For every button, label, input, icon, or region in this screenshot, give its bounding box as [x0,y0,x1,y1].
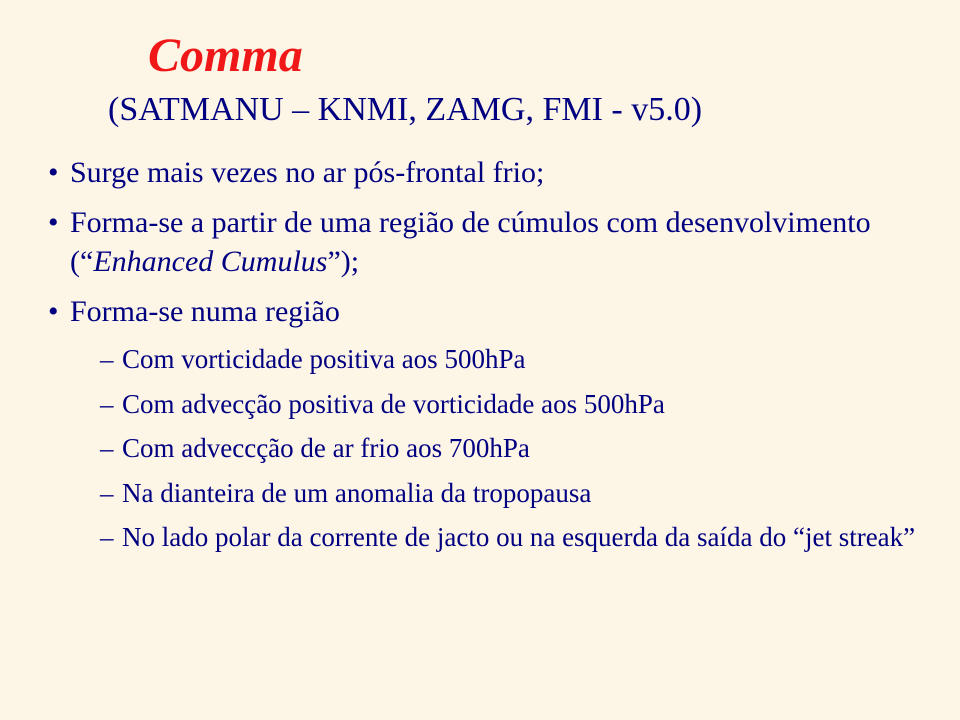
bullet-text-italic: Enhanced Cumulus [93,245,327,278]
sub-bullet-item: Com advecção positiva de vorticidade aos… [100,386,920,422]
slide-title: Comma [148,28,920,83]
sub-bullet-item: Na dianteira de um anomalia da tropopaus… [100,475,920,511]
slide-subtitle: (SATMANU – KNMI, ZAMG, FMI - v5.0) [108,91,920,129]
bullet-list: Surge mais vezes no ar pós-frontal frio;… [48,153,920,556]
sub-bullet-list: Com vorticidade positiva aos 500hPa Com … [70,341,920,555]
bullet-text: Surge mais vezes no ar pós-frontal frio; [70,156,544,189]
bullet-text-suffix: ”); [327,245,359,278]
bullet-item: Forma-se numa região Com vorticidade pos… [48,292,920,556]
sub-bullet-item: Com vorticidade positiva aos 500hPa [100,341,920,377]
bullet-text: Forma-se numa região [70,295,340,328]
bullet-item: Forma-se a partir de uma região de cúmul… [48,203,920,282]
sub-bullet-item: No lado polar da corrente de jacto ou na… [100,519,920,555]
sub-bullet-item: Com adveccção de ar frio aos 700hPa [100,430,920,466]
bullet-item: Surge mais vezes no ar pós-frontal frio; [48,153,920,193]
